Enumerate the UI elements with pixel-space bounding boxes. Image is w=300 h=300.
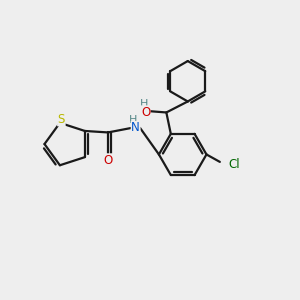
Text: N: N: [131, 122, 140, 134]
Text: H: H: [129, 115, 138, 125]
Text: H: H: [140, 99, 148, 110]
Text: O: O: [103, 154, 112, 167]
Text: S: S: [58, 113, 65, 126]
Text: O: O: [141, 106, 150, 119]
Text: Cl: Cl: [229, 158, 240, 171]
